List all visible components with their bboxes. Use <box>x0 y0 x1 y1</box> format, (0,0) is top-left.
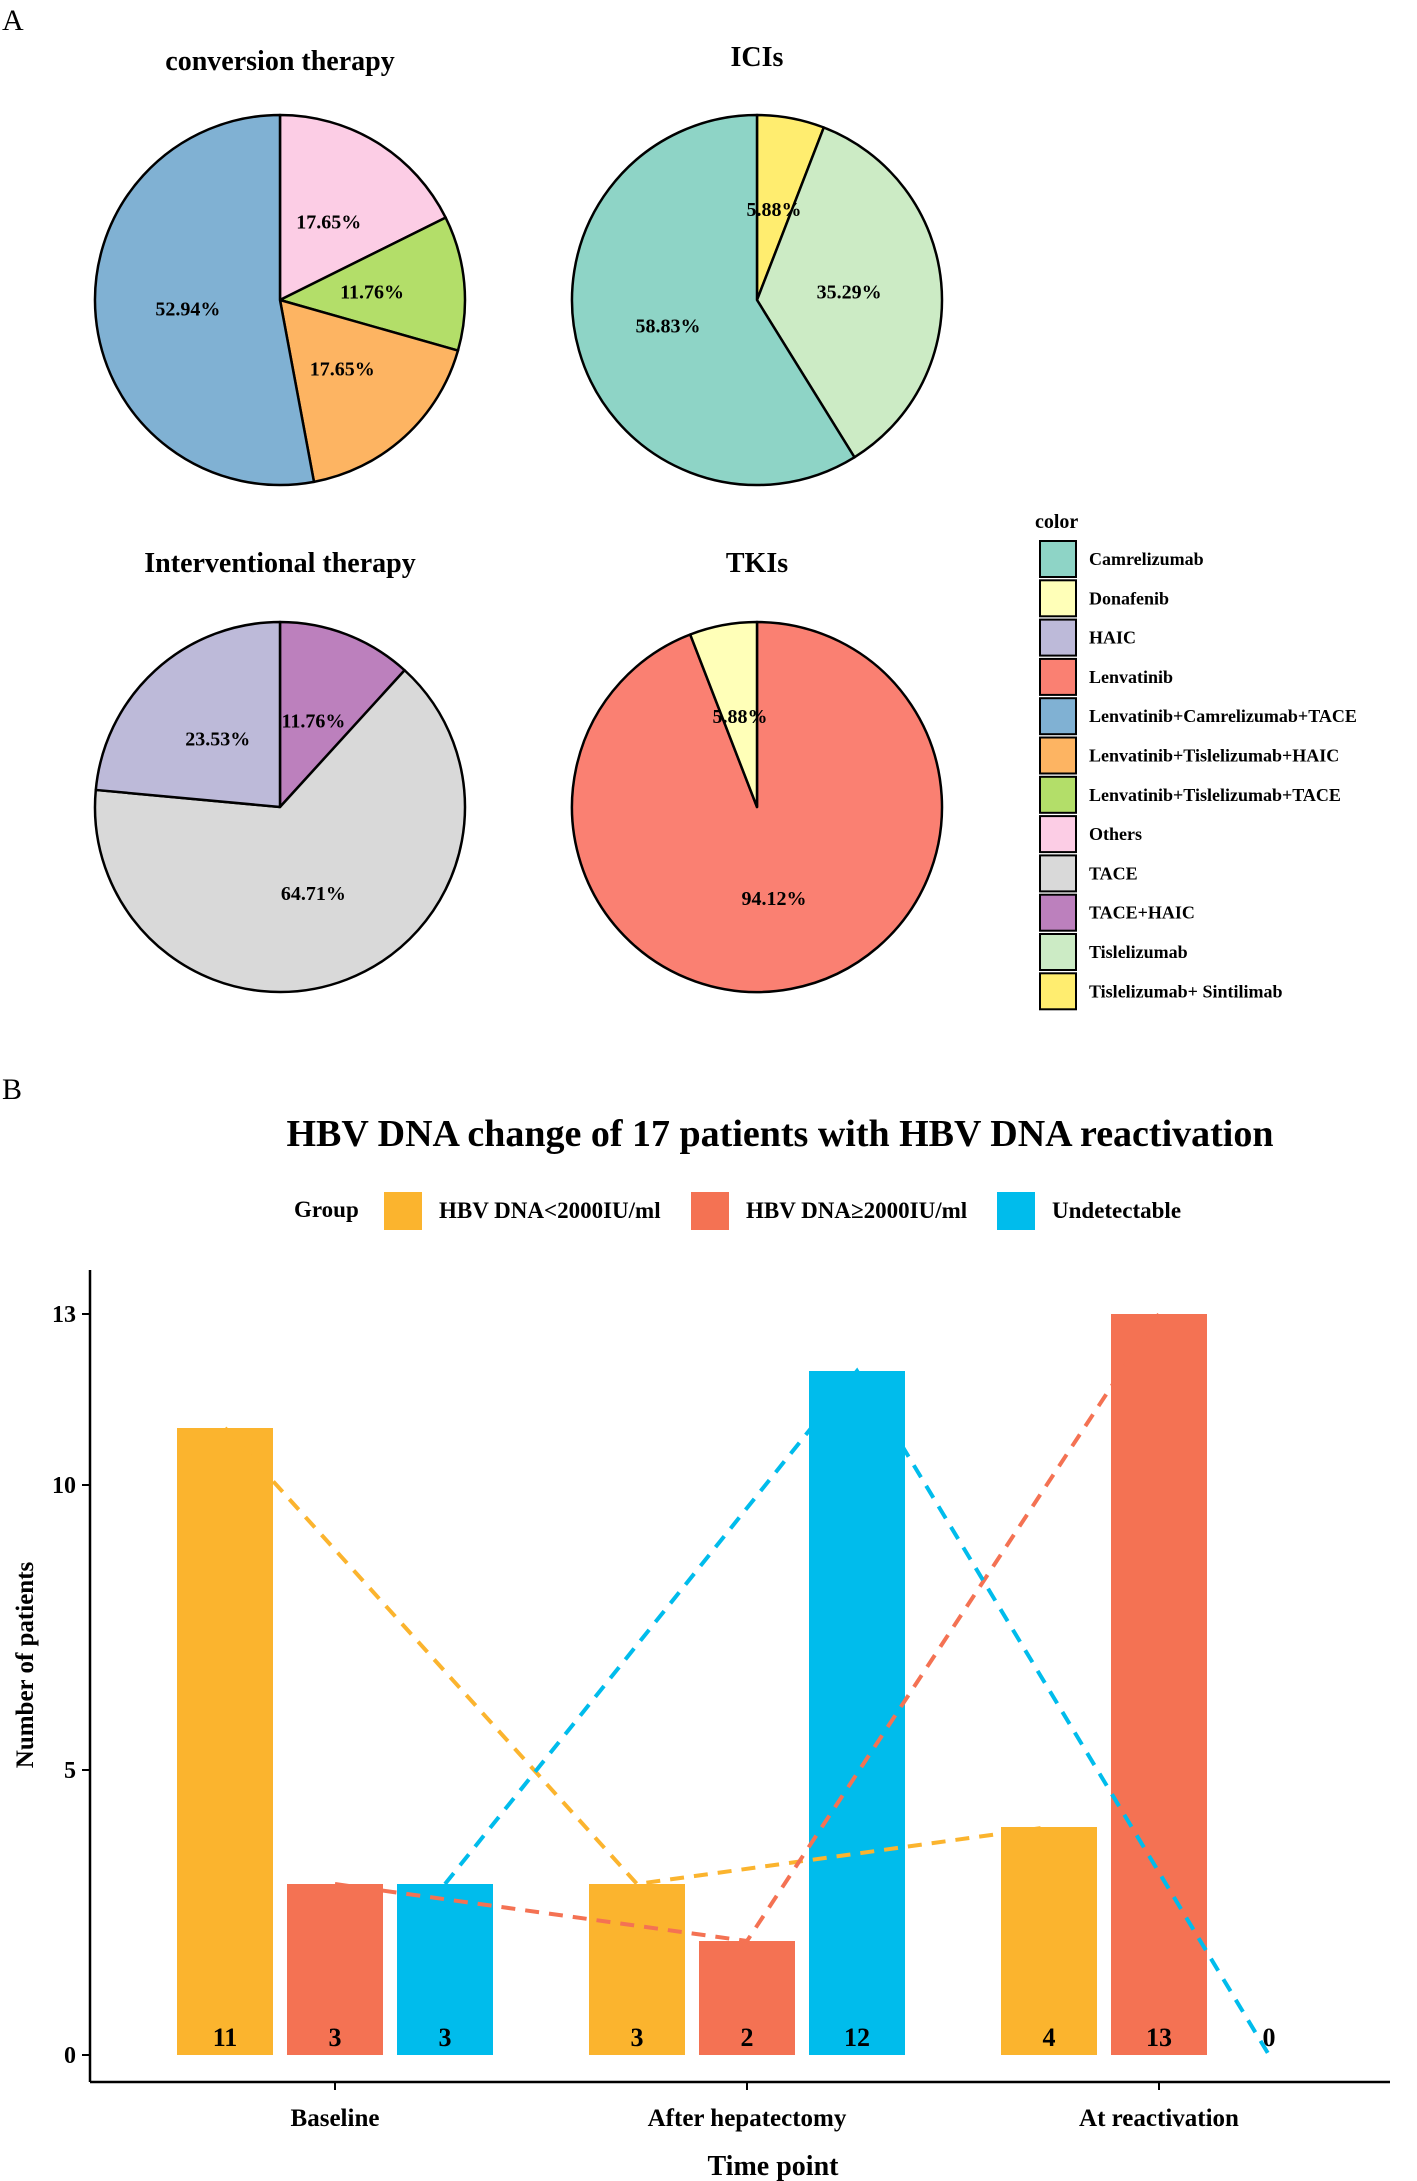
legend-item-tislelizumab-sintilimab: Tislelizumab+ Sintilimab <box>1089 981 1282 1001</box>
bar-hbv-dna-2000iu-ml-at-reactivation <box>1001 1827 1097 2055</box>
pie-slice-lenvatinib-tislelizumab-tace <box>278 216 467 352</box>
x-tick-label: At reactivation <box>1079 2105 1239 2132</box>
pie-slice-donafenib <box>688 620 759 809</box>
bar-legend-swatch-hbv-dna-2000iu-ml <box>691 1192 729 1230</box>
trend-line-hbv-dna-2000iu-ml <box>334 1312 1161 1944</box>
y-tick-label: 13 <box>52 1302 76 1328</box>
bar-undetectable-baseline <box>397 1884 493 2055</box>
pie-slice-camrelizumab <box>570 113 856 487</box>
y-tick-label: 5 <box>64 1758 76 1784</box>
legend-swatch-tislelizumab-sintilimab <box>1039 972 1077 1011</box>
bar-legend-swatch-hbv-dna-2000iu-ml <box>384 1192 422 1230</box>
legend-item-lenvatinib-tislelizumab-haic: Lenvatinib+Tislelizumab+HAIC <box>1089 746 1339 766</box>
bar-value-label: 3 <box>439 2023 452 2052</box>
pie-slice-label: 52.94% <box>155 299 220 321</box>
legend-item-lenvatinib-camrelizumab-tace: Lenvatinib+Camrelizumab+TACE <box>1089 706 1357 726</box>
y-axis-label: Number of patients <box>12 1561 39 1768</box>
bar-hbv-dna-2000iu-ml-baseline <box>177 1428 273 2055</box>
x-axis-label: Time point <box>708 2151 840 2181</box>
legend-item-lenvatinib: Lenvatinib <box>1089 667 1173 687</box>
legend-swatch-haic <box>1039 618 1077 657</box>
bar-legend: Group HBV DNA<2000IU/ml HBV DNA≥2000IU/ml U… <box>294 1192 1181 1230</box>
pie-slice-tace-haic <box>278 620 406 809</box>
pie-slice-label: 17.65% <box>296 211 361 233</box>
panel-a-label: A <box>2 4 24 37</box>
legend-swatch-lenvatinib-tislelizumab-tace <box>1039 775 1077 814</box>
bar-value-label: 4 <box>1043 2023 1056 2052</box>
pie-slice-label: 23.53% <box>185 729 250 751</box>
bar-hbv-dna-2000iu-ml-at-reactivation <box>1111 1314 1207 2055</box>
bar-hbv-dna-2000iu-ml-after-hepatectomy <box>699 1941 795 2055</box>
pie-slice-lenvatinib-camrelizumab-tace <box>93 113 316 487</box>
bar-undetectable-after-hepatectomy <box>809 1371 905 2055</box>
trend-line-undetectable <box>443 1367 1271 2057</box>
pie-slice-label: 11.76% <box>340 282 404 304</box>
bar-value-label: 3 <box>329 2023 342 2052</box>
pie-slice-label: 5.88% <box>713 706 768 728</box>
legend-item-lenvatinib-tislelizumab-tace: Lenvatinib+Tislelizumab+TACE <box>1089 785 1341 805</box>
pie-title: Interventional therapy <box>144 548 415 579</box>
x-tick-label: After hepatectomy <box>648 2105 847 2132</box>
pie-slice-label: 17.65% <box>310 358 375 380</box>
bar-legend-swatch-undetectable <box>997 1192 1035 1230</box>
pie-interventional-therapy: Interventional therapy 11.76% 64.71% 23.53% <box>93 548 467 994</box>
pie-slice-haic <box>94 620 282 809</box>
bar-value-label: 13 <box>1146 2023 1172 2052</box>
bar-legend-label: HBV DNA≥2000IU/ml <box>746 1198 967 1223</box>
bar-value-label: 3 <box>631 2023 644 2052</box>
legend-swatch-others <box>1039 815 1077 854</box>
pie-title: TKIs <box>726 548 788 579</box>
y-tick-label: 10 <box>52 1473 76 1499</box>
legend-item-tace-haic: TACE+HAIC <box>1089 903 1195 923</box>
bar-value-label: 11 <box>213 2023 238 2052</box>
bar-hbv-dna-2000iu-ml-after-hepatectomy <box>589 1884 685 2055</box>
legend-item-haic: HAIC <box>1089 628 1136 648</box>
bar-legend-label: HBV DNA<2000IU/ml <box>439 1198 661 1223</box>
pie-slice-others <box>278 113 447 302</box>
legend-swatch-camrelizumab <box>1039 540 1077 578</box>
pie-icis: ICIs 5.88% 35.29% 58.83% <box>570 42 944 487</box>
legend-item-tislelizumab: Tislelizumab <box>1089 942 1188 962</box>
pie-tkis: TKIs 94.12% 5.88% <box>570 548 944 994</box>
pie-slice-lenvatinib-tislelizumab-haic <box>278 298 460 484</box>
panel-b-label: B <box>2 1073 22 1106</box>
trend-line-hbv-dna-2000iu-ml <box>223 1426 1050 1887</box>
legend-item-others: Others <box>1089 824 1142 844</box>
legend-item-tace: TACE <box>1089 863 1138 883</box>
legend-swatch-tace-haic <box>1039 893 1077 932</box>
pie-slice-tislelizumab <box>755 126 944 459</box>
bar-hbv-dna-2000iu-ml-baseline <box>287 1884 383 2055</box>
pie-slice-label: 94.12% <box>742 888 807 910</box>
pie-title: conversion therapy <box>165 46 394 77</box>
bar-chart-title: HBV DNA change of 17 patients with HBV D… <box>287 1113 1274 1155</box>
legend-swatch-tace <box>1039 854 1077 893</box>
bar-value-label: 0 <box>1263 2023 1276 2052</box>
y-tick-label: 0 <box>64 2043 76 2069</box>
pie-title: ICIs <box>731 42 784 73</box>
color-legend: color Camrelizumab Donafenib HAIC Lenvatinib… <box>1035 511 1357 1011</box>
pie-charts: conversion therapy 17.65% 11.76% 17.65% 52.9… <box>93 42 944 994</box>
legend-item-donafenib: Donafenib <box>1089 588 1169 608</box>
pie-slice-label: 35.29% <box>817 281 882 303</box>
legend-item-camrelizumab: Camrelizumab <box>1089 549 1204 569</box>
pie-slice-label: 5.88% <box>747 199 802 221</box>
legend-swatch-donafenib <box>1039 579 1077 618</box>
legend-swatch-lenvatinib-tislelizumab-haic <box>1039 736 1077 775</box>
bar-chart: HBV DNA change of 17 patients with HBV D… <box>12 1113 1390 2181</box>
pie-slice-label: 58.83% <box>636 315 701 337</box>
legend-swatch-tislelizumab <box>1039 933 1077 971</box>
bar-legend-label: Undetectable <box>1052 1198 1181 1223</box>
bar-value-label: 2 <box>741 2023 754 2052</box>
legend-swatch-lenvatinib <box>1039 657 1077 696</box>
legend-title: color <box>1035 511 1078 533</box>
x-tick-label: Baseline <box>291 2105 380 2132</box>
legend-swatch-lenvatinib-camrelizumab-tace <box>1039 697 1077 736</box>
bar-value-label: 12 <box>844 2023 870 2052</box>
pie-slice-label: 11.76% <box>281 711 345 733</box>
pie-slice-label: 64.71% <box>281 883 346 905</box>
bar-legend-title: Group <box>294 1197 359 1222</box>
pie-conversion-therapy: conversion therapy 17.65% 11.76% 17.65% 52.9… <box>93 46 467 487</box>
pie-slice-tace <box>93 669 467 994</box>
